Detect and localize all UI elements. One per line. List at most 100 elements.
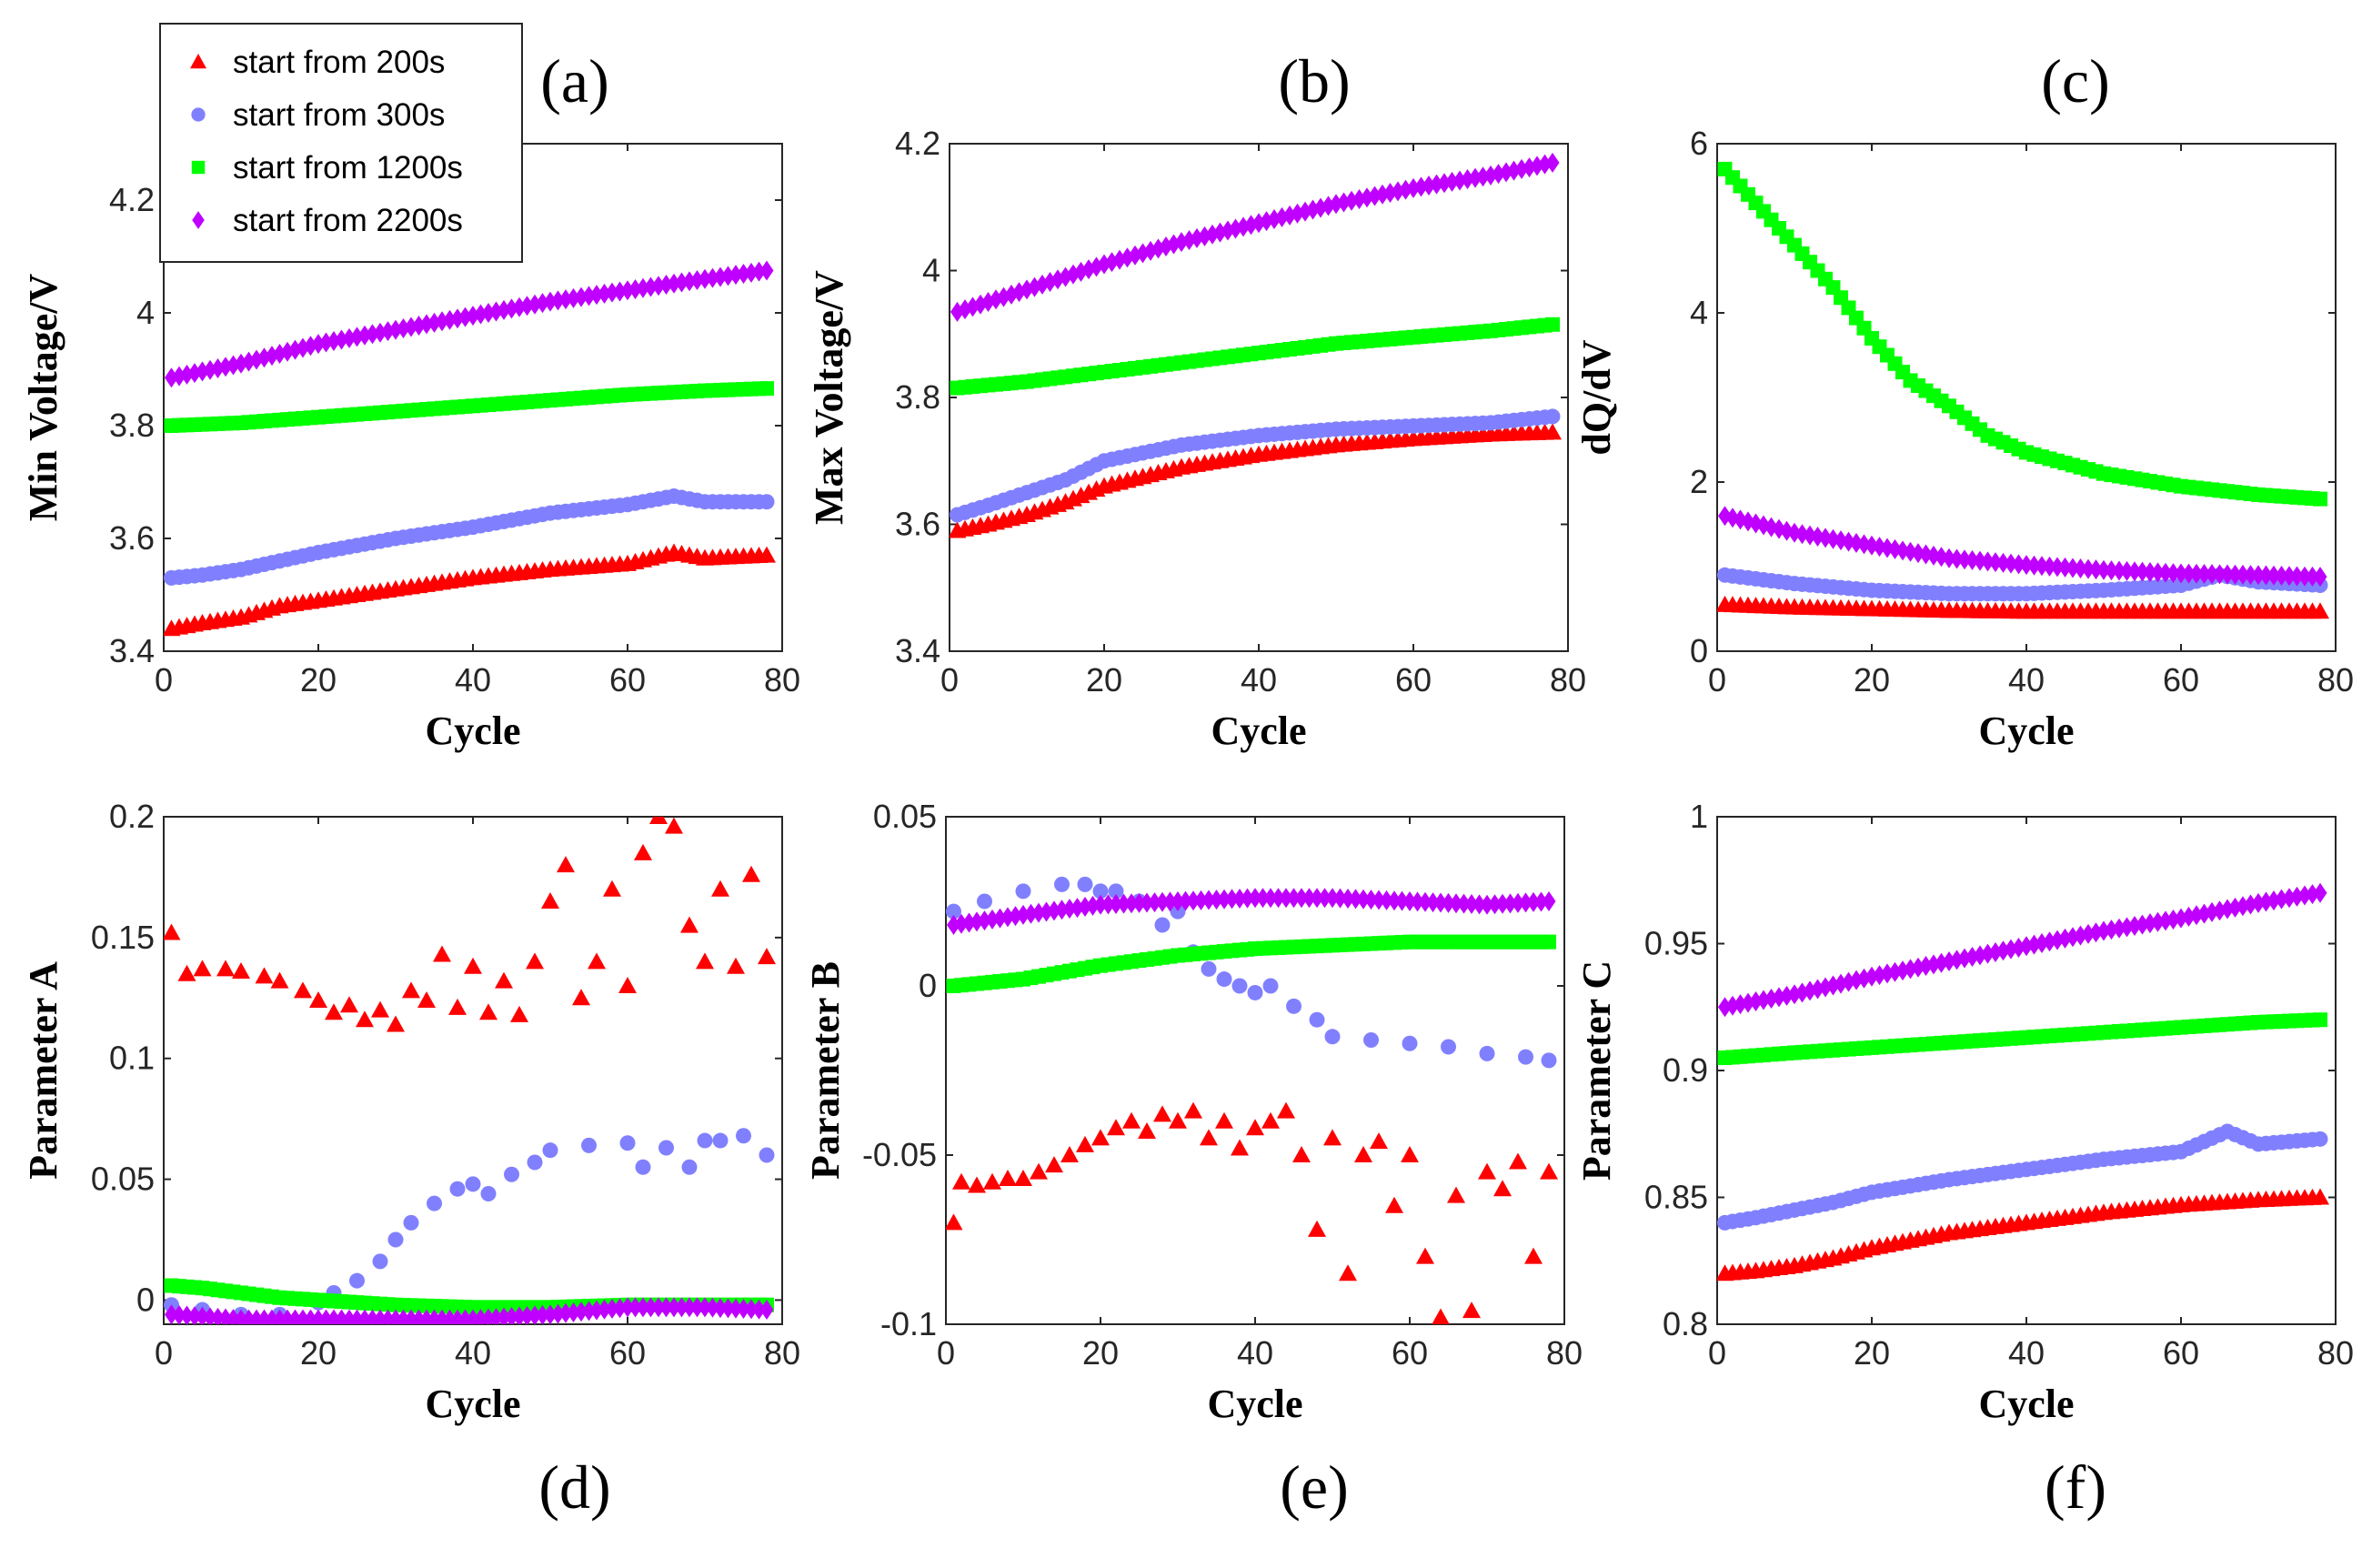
series-start-from-300s — [950, 408, 1561, 523]
data-point — [1818, 528, 1833, 548]
x-tick-label: 60 — [609, 1334, 646, 1372]
series-start-from-1200s — [946, 934, 1556, 993]
data-point — [2282, 566, 2297, 587]
x-tick-label: 40 — [455, 661, 491, 699]
data-point — [542, 1142, 558, 1159]
data-point — [759, 381, 774, 397]
series-start-from-200s — [164, 817, 776, 1032]
data-point — [1294, 888, 1309, 909]
y-tick-label: 6 — [1690, 125, 1708, 162]
y-tick-label: 4.2 — [895, 125, 940, 162]
data-point — [520, 1305, 534, 1324]
data-point — [1488, 894, 1502, 915]
data-point — [2096, 920, 2111, 941]
data-point — [1138, 1121, 1156, 1139]
data-point — [947, 915, 960, 936]
data-point — [541, 892, 559, 909]
data-point — [659, 1297, 673, 1318]
data-point — [1170, 903, 1186, 920]
data-point — [1148, 892, 1161, 913]
data-point — [1418, 891, 1432, 912]
y-tick-label: 4.2 — [109, 181, 155, 218]
data-point — [752, 261, 766, 282]
legend-label: start from 2200s — [233, 203, 463, 238]
data-point — [1184, 1101, 1202, 1119]
data-point — [1441, 1039, 1456, 1055]
x-tick-label: 40 — [1237, 1334, 1273, 1372]
data-point — [977, 893, 992, 910]
data-point — [589, 1300, 604, 1321]
data-point — [1437, 173, 1452, 194]
data-point — [1545, 152, 1560, 173]
data-point — [1093, 894, 1108, 915]
data-point — [589, 285, 604, 306]
data-point — [744, 262, 759, 283]
y-axis-label: Parameter A — [21, 961, 65, 1180]
x-axis-label: Cycle — [1978, 709, 2074, 753]
data-point — [1478, 1162, 1496, 1180]
data-point — [582, 1301, 596, 1322]
data-point — [2166, 909, 2180, 930]
data-point — [605, 1298, 619, 1319]
data-point — [634, 843, 652, 860]
chart-panel-b: 0 20 40 60 80 3.4 3.6 3.8 4 4.2 Cycle Max Voltage/V… — [807, 46, 1586, 753]
data-point — [2266, 890, 2281, 911]
x-axis-label: Cycle — [1211, 709, 1306, 753]
y-tick-label: 4 — [136, 294, 155, 331]
data-point — [528, 1305, 542, 1324]
data-point — [2012, 554, 2025, 575]
data-point — [479, 1003, 498, 1020]
data-point — [2313, 1012, 2327, 1028]
data-point — [1452, 170, 1467, 191]
data-point — [667, 1297, 681, 1318]
data-point — [1092, 883, 1109, 900]
series-start-from-300s — [1717, 567, 2328, 602]
data-point — [2251, 565, 2266, 586]
x-tick-label: 80 — [764, 1334, 800, 1372]
data-point — [752, 1299, 766, 1320]
data-point — [1509, 1152, 1527, 1170]
data-point — [1416, 1247, 1434, 1264]
data-point — [1248, 888, 1262, 909]
chart-panel-c: 0 20 40 60 80 0 2 4 6 Cycle dQ/dV (c) — [1574, 46, 2354, 753]
data-point — [2027, 555, 2041, 576]
data-point — [1101, 894, 1115, 915]
data-point — [2105, 920, 2118, 940]
data-point — [417, 990, 436, 1008]
x-tick-label: 40 — [1241, 661, 1277, 699]
data-point — [567, 1302, 580, 1322]
data-point — [427, 1195, 442, 1211]
data-point — [1511, 892, 1525, 913]
data-point — [636, 1297, 650, 1318]
data-point — [1109, 893, 1123, 914]
data-point — [983, 1172, 1001, 1190]
data-point — [2282, 888, 2297, 909]
x-tick-label: 80 — [1550, 661, 1586, 699]
data-point — [1047, 900, 1061, 921]
data-point — [1873, 537, 1886, 558]
data-point — [1356, 889, 1371, 910]
data-point — [1217, 889, 1231, 910]
data-point — [433, 945, 451, 962]
data-point — [512, 1306, 527, 1324]
data-point — [1179, 890, 1192, 911]
data-point — [1526, 891, 1541, 912]
data-point — [2313, 882, 2327, 903]
x-tick-label: 0 — [155, 661, 173, 699]
data-point — [2266, 565, 2281, 586]
data-point — [1519, 892, 1533, 913]
data-point — [1078, 896, 1092, 917]
data-point — [574, 1302, 588, 1322]
data-point — [1957, 549, 1972, 570]
data-point — [1077, 876, 1093, 892]
data-point — [1201, 890, 1216, 910]
data-point — [682, 1297, 697, 1318]
x-axis-label: Cycle — [425, 709, 520, 753]
data-point — [1476, 166, 1490, 187]
data-point — [2236, 564, 2250, 585]
data-point — [588, 952, 606, 970]
data-point — [1132, 892, 1146, 913]
series-start-from-300s — [164, 488, 775, 586]
y-tick-label: 0.15 — [91, 919, 155, 956]
data-point — [1241, 888, 1254, 909]
